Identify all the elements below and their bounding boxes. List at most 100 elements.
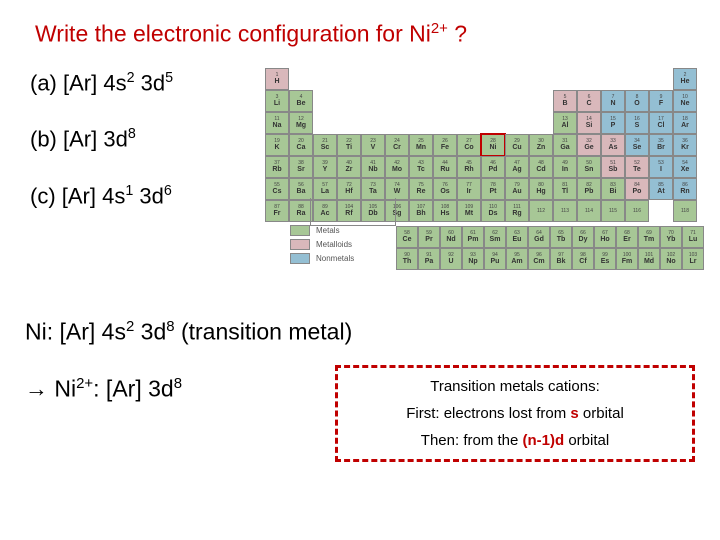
element-Si: 14Si bbox=[577, 112, 601, 134]
element-Xe: 54Xe bbox=[673, 156, 697, 178]
element-Kr: 36Kr bbox=[673, 134, 697, 156]
element-116: 116 bbox=[625, 200, 649, 222]
legend-box-nonmetals bbox=[290, 253, 310, 264]
element-113: 113 bbox=[553, 200, 577, 222]
element-La: 57La bbox=[313, 178, 337, 200]
element-I: 53I bbox=[649, 156, 673, 178]
element-114: 114 bbox=[577, 200, 601, 222]
element-Hg: 80Hg bbox=[529, 178, 553, 200]
element-Ir: 77Ir bbox=[457, 178, 481, 200]
element-Sb: 51Sb bbox=[601, 156, 625, 178]
table-row: 3Li4Be5B6C7N8O9F10Ne bbox=[265, 90, 700, 112]
element-Pr: 59Pr bbox=[418, 226, 440, 248]
element-Se: 34Se bbox=[625, 134, 649, 156]
answer-options: (a) [Ar] 4s2 3d5 (b) [Ar] 3d8 (c) [Ar] 4… bbox=[30, 70, 173, 239]
element-Ce: 58Ce bbox=[396, 226, 418, 248]
element-112: 112 bbox=[529, 200, 553, 222]
element-Fr: 87Fr bbox=[265, 200, 289, 222]
element-U: 92U bbox=[440, 248, 462, 270]
element-Mt: 109Mt bbox=[457, 200, 481, 222]
element-Tb: 65Tb bbox=[550, 226, 572, 248]
element-118: 118 bbox=[673, 200, 697, 222]
element-Cs: 55Cs bbox=[265, 178, 289, 200]
element-F: 9F bbox=[649, 90, 673, 112]
element-Sn: 50Sn bbox=[577, 156, 601, 178]
element-Ne: 10Ne bbox=[673, 90, 697, 112]
element-Cr: 24Cr bbox=[385, 134, 409, 156]
element-No: 102No bbox=[660, 248, 682, 270]
element-H: 1H bbox=[265, 68, 289, 90]
table-row: 19K20Ca21Sc22Ti23V24Cr25Mn26Fe27Co28Ni29… bbox=[265, 134, 700, 156]
element-S: 16S bbox=[625, 112, 649, 134]
element-Cm: 96Cm bbox=[528, 248, 550, 270]
element-P: 15P bbox=[601, 112, 625, 134]
table-row: 58Ce59Pr60Nd61Pm62Sm63Eu64Gd65Tb66Dy67Ho… bbox=[396, 226, 704, 248]
element-Cf: 98Cf bbox=[572, 248, 594, 270]
element-Mo: 42Mo bbox=[385, 156, 409, 178]
element-O: 8O bbox=[625, 90, 649, 112]
element-Gd: 64Gd bbox=[528, 226, 550, 248]
element-W: 74W bbox=[385, 178, 409, 200]
element-Pm: 61Pm bbox=[462, 226, 484, 248]
element-Ni: 28Ni bbox=[481, 134, 505, 156]
element-Ca: 20Ca bbox=[289, 134, 313, 156]
element-Es: 99Es bbox=[594, 248, 616, 270]
element-Re: 75Re bbox=[409, 178, 433, 200]
option-b: (b) [Ar] 3d8 bbox=[30, 126, 173, 152]
element-Pd: 46Pd bbox=[481, 156, 505, 178]
element-Bi: 83Bi bbox=[601, 178, 625, 200]
question-suffix: ? bbox=[448, 21, 467, 47]
element-Os: 76Os bbox=[433, 178, 457, 200]
element-Lr: 103Lr bbox=[682, 248, 704, 270]
element-Md: 101Md bbox=[638, 248, 660, 270]
element-Pa: 91Pa bbox=[418, 248, 440, 270]
element-Sc: 21Sc bbox=[313, 134, 337, 156]
question-text: Write the electronic configuration for N… bbox=[35, 20, 467, 48]
answer-line-2: → Ni2+: [Ar] 3d8 bbox=[25, 375, 182, 403]
element-Ar: 18Ar bbox=[673, 112, 697, 134]
element-In: 49In bbox=[553, 156, 577, 178]
element-B: 5B bbox=[553, 90, 577, 112]
element-At: 85At bbox=[649, 178, 673, 200]
table-row: 11Na12Mg13Al14Si15P16S17Cl18Ar bbox=[265, 112, 700, 134]
question-prefix: Write the electronic configuration for N… bbox=[35, 21, 431, 47]
element-Rg: 111Rg bbox=[505, 200, 529, 222]
element-Tl: 81Tl bbox=[553, 178, 577, 200]
element-Np: 93Np bbox=[462, 248, 484, 270]
em-s-orbital: s bbox=[570, 405, 578, 422]
element-K: 19K bbox=[265, 134, 289, 156]
element-As: 33As bbox=[601, 134, 625, 156]
element-Dy: 66Dy bbox=[572, 226, 594, 248]
element-Cl: 17Cl bbox=[649, 112, 673, 134]
element-Ta: 73Ta bbox=[361, 178, 385, 200]
element-Mg: 12Mg bbox=[289, 112, 313, 134]
element-Hs: 108Hs bbox=[433, 200, 457, 222]
element-Ge: 32Ge bbox=[577, 134, 601, 156]
lanth-connector2 bbox=[395, 198, 396, 226]
element-Te: 52Te bbox=[625, 156, 649, 178]
element-Al: 13Al bbox=[553, 112, 577, 134]
table-row: 1H2He bbox=[265, 68, 700, 90]
element-Au: 79Au bbox=[505, 178, 529, 200]
element-Cu: 29Cu bbox=[505, 134, 529, 156]
element-Y: 39Y bbox=[313, 156, 337, 178]
element-Sr: 38Sr bbox=[289, 156, 313, 178]
em-d-orbital: (n-1)d bbox=[523, 432, 565, 449]
info-line-1: Transition metals cations: bbox=[346, 378, 684, 395]
element-Mn: 25Mn bbox=[409, 134, 433, 156]
element-Nb: 41Nb bbox=[361, 156, 385, 178]
legend-box-metals bbox=[290, 225, 310, 236]
question-charge: 2+ bbox=[431, 20, 448, 37]
legend-box-metalloids bbox=[290, 239, 310, 250]
legend-metalloids: Metalloids bbox=[290, 239, 354, 250]
element-Bk: 97Bk bbox=[550, 248, 572, 270]
element-Hf: 72Hf bbox=[337, 178, 361, 200]
element-Li: 3Li bbox=[265, 90, 289, 112]
element-Ds: 110Ds bbox=[481, 200, 505, 222]
element-Pt: 78Pt bbox=[481, 178, 505, 200]
element-Rb: 37Rb bbox=[265, 156, 289, 178]
table-row: 37Rb38Sr39Y40Zr41Nb42Mo43Tc44Ru45Rh46Pd4… bbox=[265, 156, 700, 178]
element-Eu: 63Eu bbox=[506, 226, 528, 248]
element-C: 6C bbox=[577, 90, 601, 112]
element-Rn: 86Rn bbox=[673, 178, 697, 200]
